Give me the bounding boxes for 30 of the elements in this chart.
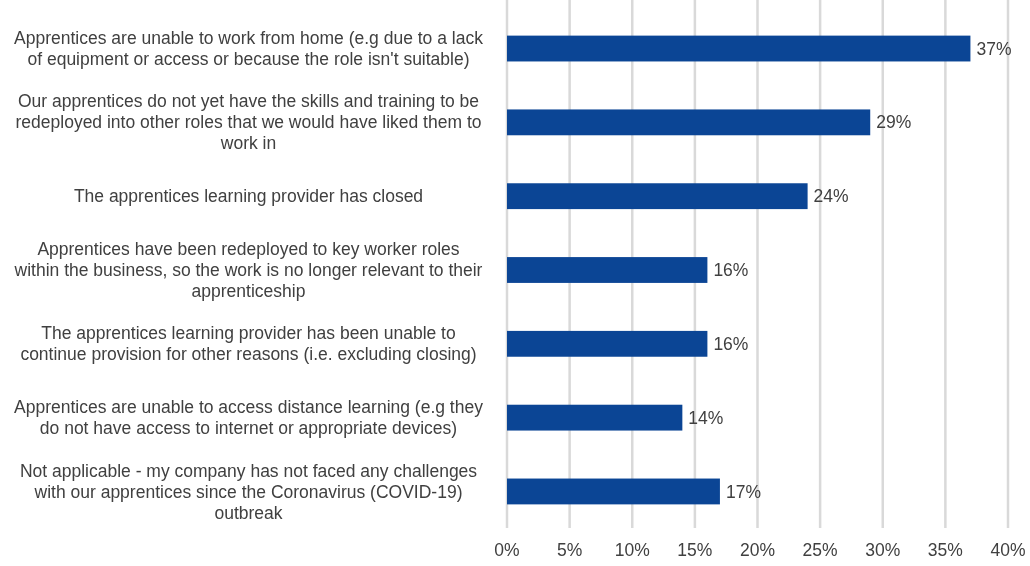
- x-tick-label: 20%: [739, 540, 776, 560]
- y-tick-label: Apprentices have been redeployed to key worker roles within the business, so the work is no longer relevant to their apprenticeship: [13, 239, 483, 302]
- x-tick-label: 0%: [494, 540, 520, 560]
- y-tick-label: Apprentices are unable to work from home (e.g due to a lack of equipment or access or because the role isn't suitable): [14, 28, 484, 70]
- bar: [507, 478, 720, 505]
- x-tick-label: 30%: [865, 540, 901, 560]
- data-label: 14%: [688, 407, 724, 428]
- x-tick-label: 25%: [802, 540, 838, 560]
- bar: [507, 404, 683, 431]
- bar: [507, 35, 971, 62]
- y-tick-label: The apprentices learning provider has closed: [73, 186, 424, 207]
- x-tick-label: 5%: [556, 540, 583, 560]
- bar: [507, 330, 708, 357]
- x-tick-label: 15%: [677, 540, 713, 560]
- data-label: 17%: [725, 481, 761, 502]
- data-label: 37%: [976, 38, 1012, 59]
- x-tick-label: 35%: [927, 540, 963, 560]
- data-label: 29%: [876, 112, 912, 133]
- bar: [507, 183, 808, 210]
- data-label: 24%: [813, 186, 849, 207]
- y-tick-label: Our apprentices do not yet have the skills and training to be redeployed into other roles that we would have liked them to work in: [15, 91, 482, 154]
- data-label: 16%: [713, 333, 749, 354]
- data-label: 16%: [713, 260, 749, 281]
- bar: [507, 109, 871, 136]
- bar: [507, 257, 708, 283]
- y-tick-label: The apprentices learning provider has been unable to continue provision for other reasons (i.e. excluding closing): [20, 323, 477, 365]
- x-tick-label: 10%: [614, 540, 650, 560]
- y-tick-label: Not applicable - my company has not faced any challenges with our apprentices since the Coronavirus (COVID-19) outbreak: [19, 460, 478, 523]
- y-tick-label: Apprentices are unable to access distance learning (e.g they do not have access to internet or appropriate devices): [14, 397, 484, 439]
- x-tick-label: 40%: [990, 540, 1026, 560]
